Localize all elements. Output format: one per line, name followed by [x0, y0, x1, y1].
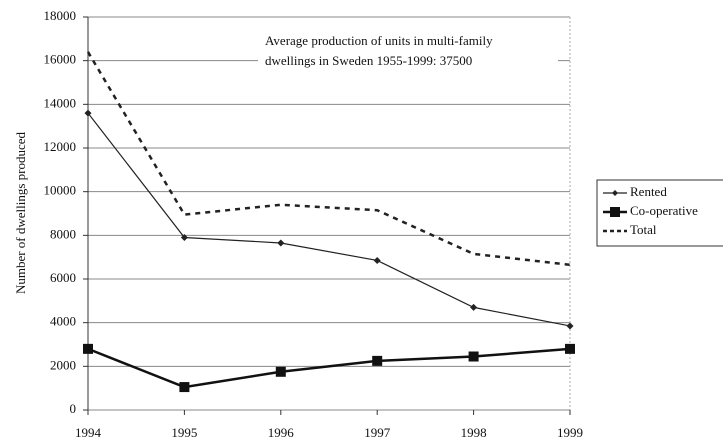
x-tick-label: 1996	[268, 425, 295, 440]
x-tick-label: 1999	[557, 425, 583, 440]
point	[468, 351, 479, 362]
legend-marker	[612, 190, 618, 196]
y-tick-label: 14000	[44, 95, 77, 110]
point	[470, 303, 478, 311]
series-line	[87, 347, 571, 389]
y-axis-label: Number of dwellings produced	[13, 131, 28, 294]
legend-label: Co-operative	[630, 203, 698, 218]
x-tick-label: 1994	[75, 425, 102, 440]
point	[84, 109, 92, 117]
x-tick-label: 1997	[364, 425, 391, 440]
point	[372, 355, 383, 366]
point	[179, 382, 190, 393]
annotation: dwellings in Sweden 1955-1999: 37500	[265, 53, 472, 68]
x-tick-label: 1995	[171, 425, 197, 440]
legend-label: Rented	[630, 184, 667, 199]
y-tick-label: 10000	[44, 183, 77, 198]
y-tick-label: 8000	[50, 226, 76, 241]
series-line	[86, 51, 571, 267]
y-tick-label: 4000	[50, 314, 76, 329]
point	[83, 343, 93, 354]
annotation: Average production of units in multi-fam…	[265, 33, 493, 48]
series-line	[87, 112, 571, 327]
y-tick-label: 16000	[44, 52, 77, 67]
point	[373, 256, 381, 264]
y-tick-label: 18000	[44, 8, 77, 23]
point	[566, 322, 574, 330]
point	[277, 239, 285, 247]
legend-label: Total	[630, 222, 657, 237]
legend-marker	[610, 207, 620, 217]
annotation-box	[258, 30, 558, 74]
y-tick-label: 0	[70, 401, 77, 416]
point	[565, 343, 575, 354]
y-tick-label: 2000	[50, 357, 76, 372]
x-tick-label: 1998	[461, 425, 487, 440]
point	[180, 234, 188, 242]
point	[275, 366, 286, 377]
y-tick-label: 6000	[50, 270, 76, 285]
y-tick-label: 12000	[44, 139, 77, 154]
